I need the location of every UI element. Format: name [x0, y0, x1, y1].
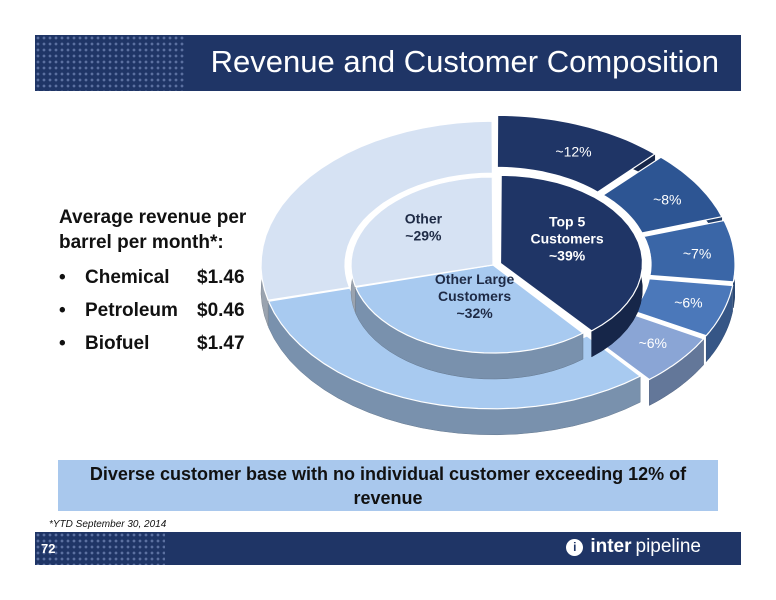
revenue-row-label: Petroleum — [85, 299, 178, 321]
title-bar: Revenue and Customer Composition — [35, 35, 741, 91]
footnote: *YTD September 30, 2014 — [49, 519, 167, 530]
outer-slice-3 — [643, 219, 735, 308]
inner-slice-label: Other ~29% — [405, 211, 443, 244]
revenue-row-petroleum: • Petroleum $0.46 — [59, 294, 246, 327]
inner-slice-3 — [350, 176, 494, 313]
outer-slice-label: ~6% — [674, 295, 702, 311]
revenue-row-value: $0.46 — [197, 299, 245, 321]
inner-pie — [350, 174, 644, 380]
slide-title: Revenue and Customer Composition — [210, 44, 719, 79]
bullet: • — [59, 332, 66, 354]
inner-slice-label: Top 5 Customers ~39% — [531, 214, 604, 264]
revenue-row-value: $1.46 — [197, 266, 245, 288]
outer-slice-label: ~7% — [683, 246, 711, 262]
revenue-heading: Average revenue per barrel per month*: — [59, 205, 246, 255]
inner-slice-label: Other Large Customers ~32% — [435, 271, 515, 321]
revenue-per-barrel-panel: Average revenue per barrel per month*: •… — [59, 205, 246, 360]
outer-slice-label: ~6% — [639, 335, 667, 351]
outer-slice-label: ~12% — [555, 143, 591, 159]
footer-bar: 72 i inter pipeline — [35, 532, 741, 565]
customer-composition-donut-chart: ~12% ~8% ~7% ~6% ~6% Top 5 Customers ~39% Other … — [260, 115, 735, 436]
revenue-heading-line-1: Average revenue per — [59, 207, 247, 228]
logo-text-pipeline: pipeline — [635, 536, 702, 557]
revenue-row-value: $1.47 — [197, 332, 245, 354]
revenue-row-label: Biofuel — [85, 332, 150, 354]
bullet: • — [59, 266, 66, 288]
logo-mark-icon: i — [566, 538, 584, 556]
outer-slice-2 — [601, 156, 723, 244]
bullet: • — [59, 299, 66, 321]
footer-dot-pattern — [35, 532, 165, 565]
outer-slice-7 — [260, 120, 494, 327]
revenue-row-biofuel: • Biofuel $1.47 — [59, 327, 246, 360]
page-number: 72 — [41, 541, 56, 556]
inner-slice-2 — [354, 264, 585, 380]
inter-pipeline-logo: i inter pipeline — [566, 536, 701, 558]
revenue-row-label: Chemical — [85, 266, 170, 288]
revenue-row-chemical: • Chemical $1.46 — [59, 261, 246, 294]
logo-text-inter: inter — [590, 536, 632, 557]
slide: Revenue and Customer Composition Average… — [35, 35, 741, 565]
key-message-callout: Diverse customer base with no individual… — [58, 460, 718, 511]
revenue-heading-line-2: barrel per month*: — [59, 232, 224, 253]
inner-slice-1 — [499, 174, 644, 358]
outer-slice-label: ~8% — [653, 192, 681, 208]
title-bar-dot-pattern — [35, 35, 185, 91]
